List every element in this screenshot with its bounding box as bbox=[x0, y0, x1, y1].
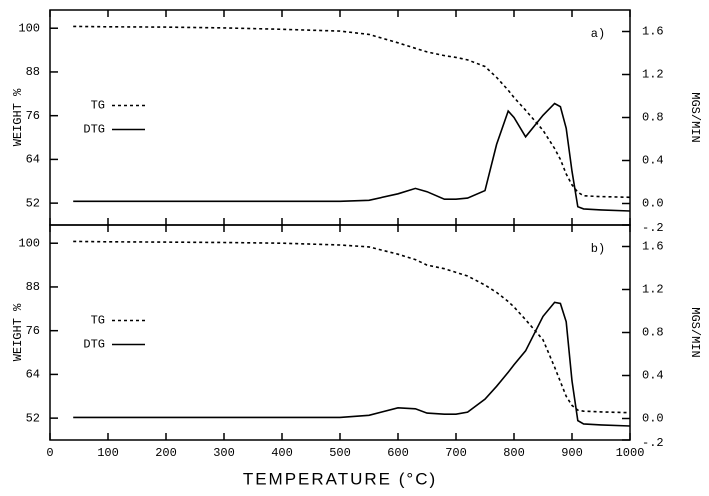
y-tick-label: 88 bbox=[26, 280, 40, 294]
y-tick-label: 100 bbox=[18, 21, 40, 35]
legend-label: DTG bbox=[83, 338, 105, 352]
legend-label: DTG bbox=[83, 123, 105, 137]
y2-tick-label: -.2 bbox=[642, 221, 664, 235]
x-tick-label: 200 bbox=[155, 446, 177, 460]
plot-frame bbox=[49, 9, 631, 226]
y-axis-label: WEIGHT % bbox=[11, 88, 25, 146]
x-tick-label: 100 bbox=[97, 446, 119, 460]
y2-tick-label: 0.8 bbox=[642, 326, 664, 340]
y2-tick-label: -.2 bbox=[642, 436, 664, 450]
x-tick-label: 900 bbox=[561, 446, 583, 460]
y2-tick-label: 0.8 bbox=[642, 111, 664, 125]
x-tick-label: 300 bbox=[213, 446, 235, 460]
series-line bbox=[73, 25, 631, 199]
series-line bbox=[73, 301, 631, 427]
series-line bbox=[73, 102, 631, 212]
y2-tick-label: 0.0 bbox=[642, 412, 664, 426]
y-axis-label: WEIGHT % bbox=[11, 303, 25, 361]
x-tick-label: 800 bbox=[503, 446, 525, 460]
y-tick-label: 64 bbox=[26, 368, 40, 382]
y2-tick-label: 1.2 bbox=[642, 68, 664, 82]
x-tick-label: 400 bbox=[271, 446, 293, 460]
y2-axis-label: MGS/MIN bbox=[688, 92, 702, 142]
y2-axis-label: MGS/MIN bbox=[688, 307, 702, 357]
legend-label: TG bbox=[91, 99, 105, 113]
y-tick-label: 100 bbox=[18, 236, 40, 250]
y2-tick-label: 1.6 bbox=[642, 25, 664, 39]
y-tick-label: 76 bbox=[26, 109, 40, 123]
y2-tick-label: 1.6 bbox=[642, 240, 664, 254]
x-tick-label: 700 bbox=[445, 446, 467, 460]
y-tick-label: 64 bbox=[26, 153, 40, 167]
y2-tick-label: 1.2 bbox=[642, 283, 664, 297]
y2-tick-label: 0.0 bbox=[642, 197, 664, 211]
x-tick-label: 0 bbox=[46, 446, 53, 460]
legend-label: TG bbox=[91, 314, 105, 328]
series-line bbox=[73, 240, 631, 414]
plot-frame bbox=[49, 224, 631, 441]
panel-annotation: b) bbox=[591, 242, 605, 256]
x-tick-label: 500 bbox=[329, 446, 351, 460]
y-tick-label: 52 bbox=[26, 411, 40, 425]
y2-tick-label: 0.4 bbox=[642, 369, 664, 383]
panel-annotation: a) bbox=[591, 27, 605, 41]
x-tick-label: 600 bbox=[387, 446, 409, 460]
x-axis-label: TEMPERATURE (°C) bbox=[243, 469, 437, 488]
y-tick-label: 76 bbox=[26, 324, 40, 338]
y2-tick-label: 0.4 bbox=[642, 154, 664, 168]
x-tick-label: 1000 bbox=[616, 446, 645, 460]
y-tick-label: 88 bbox=[26, 65, 40, 79]
y-tick-label: 52 bbox=[26, 196, 40, 210]
